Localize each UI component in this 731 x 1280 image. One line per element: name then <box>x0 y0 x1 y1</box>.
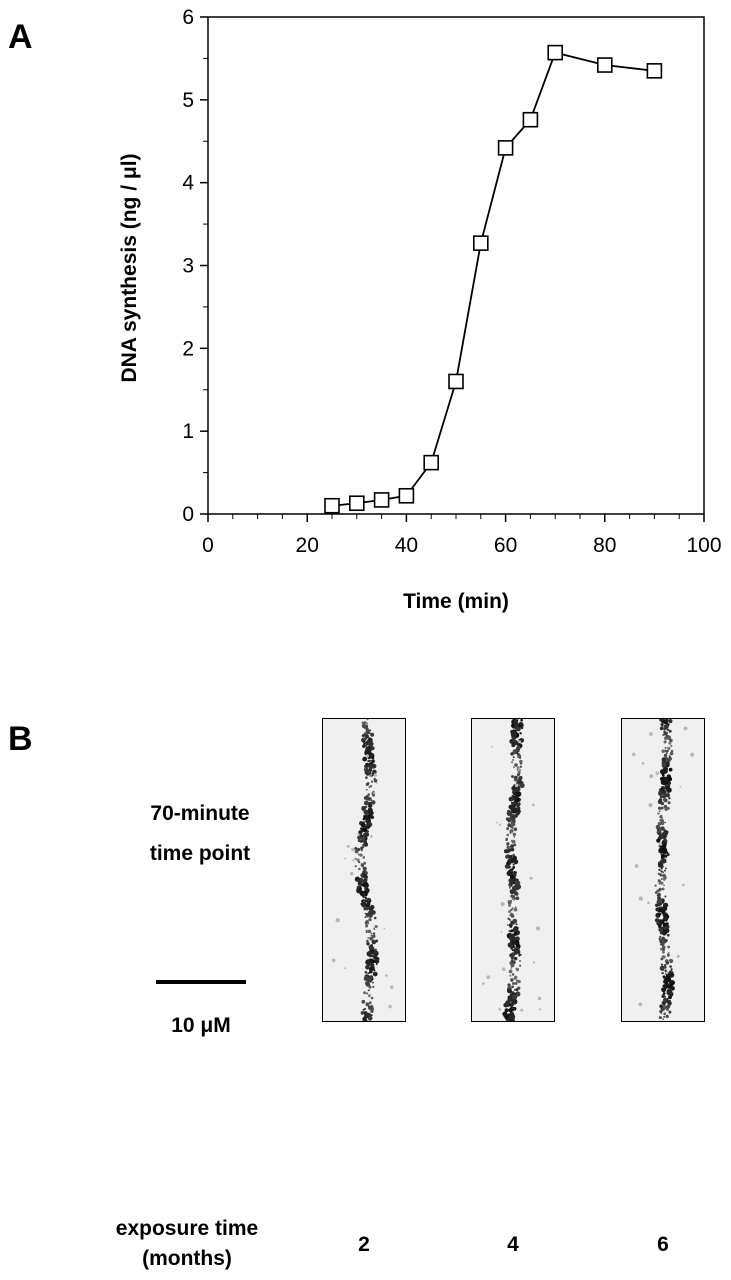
tick-labels: 0 20 40 60 80 100 0 1 2 3 4 5 6 <box>182 6 721 557</box>
y-tick-label: 0 <box>182 503 194 526</box>
x-axis-title: Time (min) <box>403 590 509 613</box>
y-tick-label: 2 <box>182 337 194 360</box>
strip-label: 4 <box>507 1233 519 1256</box>
strip-label: 2 <box>358 1233 370 1256</box>
data-point <box>324 497 340 514</box>
x-tick-label: 80 <box>593 534 616 557</box>
x-tick-label: 100 <box>686 534 721 557</box>
data-series <box>324 44 663 514</box>
data-point <box>472 235 489 251</box>
dna-fiber-image <box>632 719 695 1020</box>
axes <box>207 16 705 515</box>
data-point <box>547 44 564 61</box>
data-point <box>373 492 390 508</box>
tick-marks <box>200 16 705 522</box>
footer-label-line2: (months) <box>142 1247 232 1270</box>
y-tick-label: 1 <box>182 420 194 443</box>
micrograph-strip-6 <box>621 718 705 1022</box>
strip-label: 6 <box>657 1233 669 1256</box>
line-chart: 0 20 40 60 80 100 0 1 2 3 4 5 6 Time (min) DNA synth… <box>118 6 722 613</box>
data-point <box>423 454 440 471</box>
dna-fiber-image <box>331 719 394 1021</box>
y-tick-label: 4 <box>182 172 194 195</box>
scale-bar-label: 10 μM <box>171 1014 231 1037</box>
data-point <box>497 140 514 156</box>
data-point <box>398 487 415 504</box>
row-label-line2: time point <box>149 842 251 865</box>
micrograph-strip-4 <box>471 718 555 1022</box>
y-axis-title: DNA synthesis (ng / μl) <box>118 153 141 382</box>
y-tick-label: 6 <box>182 6 194 29</box>
row-label-line1: 70-minute <box>150 802 250 825</box>
plot-frame <box>207 16 705 515</box>
micrograph-strip-2 <box>322 718 406 1022</box>
series-line <box>331 51 655 507</box>
y-tick-label: 3 <box>182 255 194 278</box>
footer-label-line1: exposure time <box>115 1217 259 1240</box>
dna-fiber-image <box>482 719 542 1021</box>
data-point <box>348 495 365 512</box>
x-tick-label: 20 <box>296 534 319 557</box>
panel-a-label: A <box>8 18 33 56</box>
x-tick-label: 0 <box>202 534 214 557</box>
scale-bar <box>156 980 246 984</box>
x-tick-label: 40 <box>395 534 418 557</box>
data-point <box>646 63 663 79</box>
data-point <box>522 111 539 128</box>
data-point <box>448 373 464 390</box>
panel-b-label: B <box>8 720 33 758</box>
x-tick-label: 60 <box>494 534 517 557</box>
y-tick-label: 5 <box>182 89 194 112</box>
data-point <box>596 57 613 73</box>
